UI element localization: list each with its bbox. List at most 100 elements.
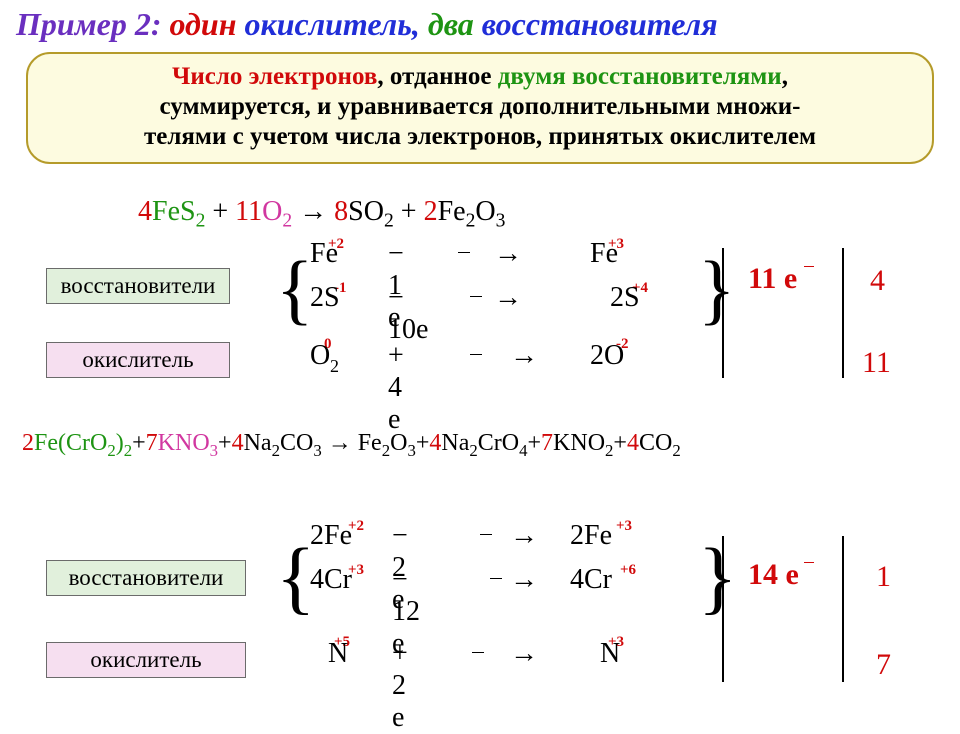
h2r2-right: 4Cr: [570, 564, 612, 596]
h1r1-left: Fe: [310, 238, 338, 270]
h1r2-left: 2S: [310, 282, 340, 314]
eq1-c3: 8: [334, 196, 348, 227]
h1r2-op: − 10e: [388, 282, 428, 346]
e2s7: CO: [639, 430, 672, 456]
summary-l1a: Число электронов: [172, 63, 377, 90]
half1-mult-bot: 11: [862, 346, 891, 380]
e2arr: →: [322, 430, 358, 456]
title-mid1: окислитель,: [236, 6, 427, 42]
e2sub7: 2: [672, 441, 680, 460]
summary-l1b: , отданное: [377, 63, 497, 90]
eq1-sub1: 2: [196, 211, 206, 232]
e2sub4b: 3: [407, 441, 415, 460]
h1r3-subl: 2: [330, 356, 339, 377]
h2r3-left: N: [328, 638, 348, 670]
summary-l3: телями с учетом числа электронов, принят…: [144, 123, 816, 150]
e2s4b: O: [390, 430, 407, 456]
eq1-s5: O: [475, 196, 495, 227]
half2-sum: 14 e: [748, 558, 799, 592]
slide-title: Пример 2: один окислитель, два восстанов…: [16, 6, 944, 43]
half1-sum: 11 e: [748, 262, 797, 296]
brace-right-1: }: [698, 244, 735, 334]
e2c1: 2: [22, 430, 34, 456]
h2r1-arr: →: [510, 520, 538, 552]
e2p3: +: [416, 430, 430, 456]
eq1-arrow: →: [299, 196, 334, 227]
h1r1-arr: →: [494, 238, 522, 270]
h1r3-op: + 4 e: [388, 340, 404, 436]
summary-l1d: ,: [782, 63, 788, 90]
e2c2: 7: [146, 430, 158, 456]
vline-1-outer: [842, 248, 844, 378]
h2r2-arr: →: [510, 564, 538, 596]
e2c7: 4: [627, 430, 639, 456]
e2s5: Na: [441, 430, 469, 456]
h1r3-left: O: [310, 340, 330, 372]
label-reducers-1: восстановители: [46, 268, 230, 304]
half1-mult-top: 4: [870, 264, 885, 298]
eq1-sub5: 3: [496, 211, 506, 232]
title-prefix: Пример 2:: [16, 6, 161, 42]
equation-2: 2Fe(CrO2)2+7KNO3+4Na2CO3 → Fe2O3+4Na2CrO…: [22, 430, 681, 461]
h2r3-ebar: [472, 652, 484, 653]
h2r2-ebar: [490, 578, 502, 579]
e2c6: 7: [541, 430, 553, 456]
h2r1-osr: +3: [616, 518, 632, 535]
vline-1-inner: [722, 248, 724, 378]
half2-mult-bot: 7: [876, 648, 891, 682]
slide-root: Пример 2: один окислитель, два восстанов…: [0, 0, 960, 720]
h1r1-ebar: [458, 252, 470, 253]
vline-2-inner: [722, 536, 724, 682]
h1r2-right: 2S: [610, 282, 640, 314]
h2r1-ebar: [480, 534, 492, 535]
eq1-sub2: 2: [282, 211, 292, 232]
h1r2-arr: →: [494, 282, 522, 314]
eq1-sub3: 2: [384, 211, 394, 232]
e2sub1a: 2: [107, 441, 115, 460]
eq1-s1: FeS: [152, 196, 196, 227]
half2-mult-top: 1: [876, 560, 891, 594]
e2p5: +: [613, 430, 627, 456]
e2s1: Fe(CrO: [34, 430, 107, 456]
title-two: два: [428, 6, 474, 42]
label-oxidizer-1: окислитель: [46, 342, 230, 378]
eq1-c1: 4: [138, 196, 152, 227]
vline-2-outer: [842, 536, 844, 682]
label-oxidizer-2: окислитель: [46, 642, 246, 678]
eq1-c2: 11: [235, 196, 262, 227]
h2r3-arr: →: [510, 638, 538, 670]
e2sub3b: 3: [313, 441, 321, 460]
e2s1b: ): [116, 430, 124, 456]
eq1-sub4: 2: [466, 211, 476, 232]
h1r1-right: Fe: [590, 238, 618, 270]
e2sub2: 3: [210, 441, 218, 460]
eq1-s2: O: [262, 196, 282, 227]
half2-sum-bar: [804, 562, 814, 563]
eq1-c4: 2: [424, 196, 438, 227]
e2p1: +: [132, 430, 146, 456]
half2-sum-text: 14 e: [748, 558, 799, 591]
h2r1-left: 2Fe: [310, 520, 352, 552]
summary-l2: суммируется, и уравнивается дополнительн…: [160, 93, 801, 120]
title-one: один: [161, 6, 236, 42]
e2p4: +: [527, 430, 541, 456]
half1-sum-text: 11 e: [748, 262, 797, 295]
e2s5b: CrO: [478, 430, 519, 456]
brace-left-1: {: [276, 244, 313, 334]
equation-1: 4FeS2 + 11O2 → 8SO2 + 2Fe2O3: [138, 196, 505, 233]
eq1-s3: SO: [348, 196, 384, 227]
title-mid2: восстановителя: [474, 6, 718, 42]
e2sub5a: 2: [469, 441, 477, 460]
e2s2: KNO: [158, 430, 210, 456]
eq1-s4: Fe: [438, 196, 466, 227]
label-reducers-2: восстановители: [46, 560, 246, 596]
e2s3: Na: [244, 430, 272, 456]
h1r3-arr: →: [510, 340, 538, 372]
h1r2-ebar: [470, 296, 482, 297]
brace-right-2: }: [698, 530, 737, 624]
h2r3-right: N: [600, 638, 620, 670]
h1r3-ebar: [470, 354, 482, 355]
summary-box: Число электронов, отданное двумя восстан…: [26, 52, 934, 164]
eq1-plus1: +: [212, 196, 235, 227]
e2sub4a: 2: [382, 441, 390, 460]
